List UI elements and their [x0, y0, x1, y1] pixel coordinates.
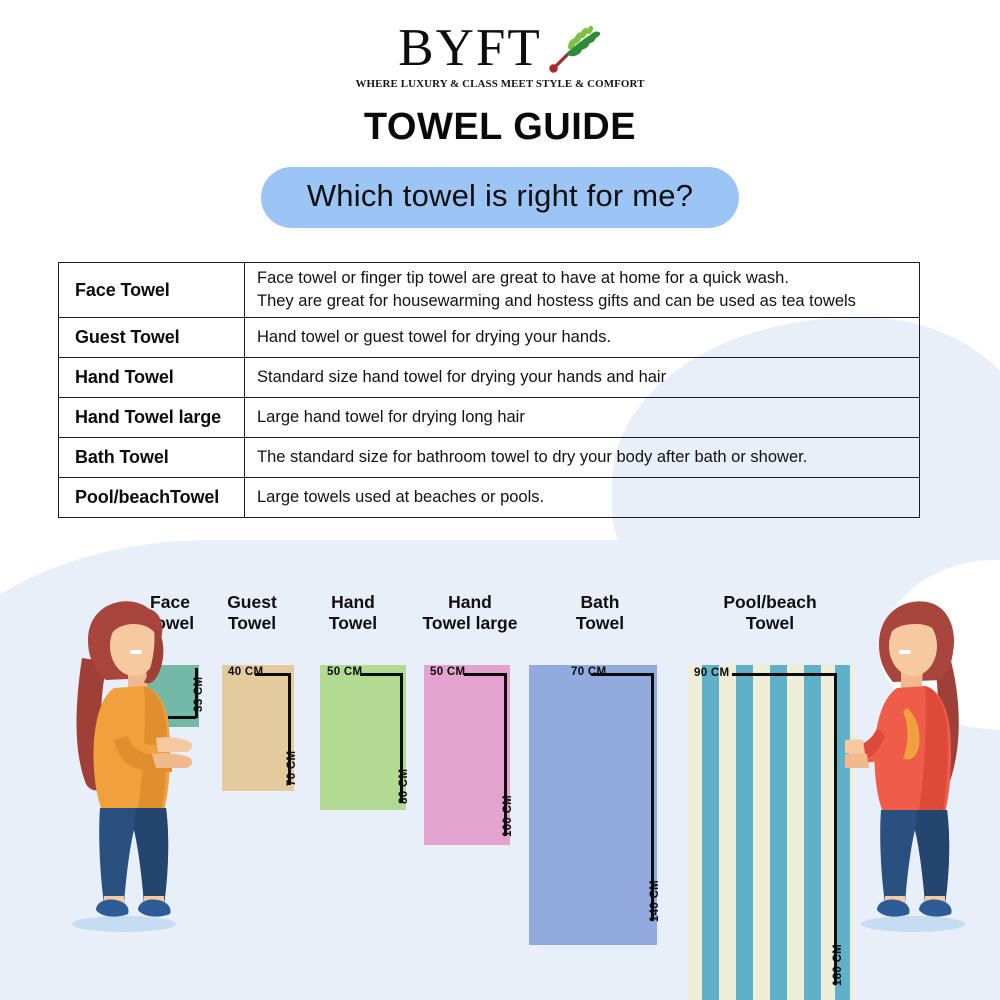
dim-label-hand-height: 80 CM [398, 768, 410, 804]
towel-stripe [770, 665, 787, 1000]
dim-line-guest-width [255, 673, 290, 676]
dim-label-face-height: 33 CM [193, 676, 205, 712]
towel-name-cell: Hand Towel large [58, 397, 245, 438]
woman-holding-face-towel [72, 601, 192, 932]
dim-label-hand-large-width: 50 CM [430, 666, 466, 678]
towel-stripe [736, 665, 753, 1000]
dim-label-bath-height: 140 CM [649, 879, 661, 922]
swatch-hand-towel [320, 665, 406, 810]
dim-line-pool-height [834, 673, 837, 985]
dim-line-hand-large-width [464, 673, 506, 676]
towel-label-hand: Hand Towel [328, 592, 378, 633]
towel-name-cell: Guest Towel [58, 317, 245, 358]
header: BYFT WHERE LUXURY & CLASS [0, 0, 1000, 228]
towel-description-cell: Large towels used at beaches or pools. [244, 477, 920, 518]
page-title: TOWEL GUIDE [363, 106, 637, 148]
dim-label-bath-width: 70 CM [571, 666, 607, 678]
towel-label-bath: Bath Towel [575, 592, 625, 633]
table-row: Pool/beachTowel Large towels used at bea… [58, 477, 920, 518]
towel-description-cell: Large hand towel for drying long hair [244, 397, 920, 438]
table-row: Hand Towel large Large hand towel for dr… [58, 397, 920, 438]
towel-stripe [702, 665, 719, 1000]
swatch-hand-towel-large [424, 665, 510, 845]
towel-guide-table: Face Towel Face towel or finger tip towe… [58, 262, 920, 518]
dim-line-hand-height [400, 673, 403, 803]
dim-label-guest-height: 70 CM [286, 750, 298, 786]
dim-label-hand-width: 50 CM [327, 666, 363, 678]
towel-name-cell: Hand Towel [58, 357, 245, 398]
table-row: Face Towel Face towel or finger tip towe… [58, 262, 920, 318]
dim-line-bath-height [651, 673, 654, 921]
dim-label-hand-large-height: 100 CM [502, 794, 514, 837]
dim-line-face-width [168, 716, 196, 719]
dim-line-hand-width [360, 673, 402, 676]
towel-label-guest: Guest Towel [227, 592, 277, 633]
dim-line-face-height [195, 668, 198, 718]
towel-size-diagram: Face Towel Guest Towel Hand Towel Hand Towel… [0, 560, 1000, 1000]
brand-tagline: WHERE LUXURY & CLASS MEET STYLE & COMFOR… [355, 79, 645, 90]
towel-label-hand-large: Hand Towel large [422, 592, 518, 633]
towel-description-cell: Standard size hand towel for drying your… [244, 357, 920, 398]
brand-name: BYFT [398, 19, 542, 77]
dim-line-pool-width [732, 673, 836, 676]
dim-label-pool-width: 90 CM [694, 667, 730, 679]
woman-holding-pool-towel [845, 601, 965, 932]
swatch-bath-towel [529, 665, 657, 945]
leaf-branch-icon [549, 26, 600, 73]
dim-line-bath-width [591, 673, 653, 676]
swatch-pool-beach-towel [688, 665, 854, 1000]
dim-label-pool-height: 180 CM [832, 943, 844, 986]
dim-line-guest-height [288, 673, 291, 785]
towel-name-cell: Pool/beachTowel [58, 477, 245, 518]
brand-logo: BYFT [0, 22, 1000, 75]
table-row: Guest Towel Hand towel or guest towel fo… [58, 317, 920, 358]
towel-name-cell: Bath Towel [58, 437, 245, 478]
table-row: Bath Towel The standard size for bathroo… [58, 437, 920, 478]
dim-label-guest-width: 40 CM [228, 666, 264, 678]
table-body: Face Towel Face towel or finger tip towe… [58, 262, 920, 518]
towel-description-cell: Hand towel or guest towel for drying you… [244, 317, 920, 358]
towel-description-cell: Face towel or finger tip towel are great… [244, 262, 920, 318]
towel-name-cell: Face Towel [58, 262, 245, 318]
swatch-guest-towel [222, 665, 294, 791]
dim-line-hand-large-height [504, 673, 507, 836]
question-banner: Which towel is right for me? [260, 167, 740, 228]
table-row: Hand Towel Standard size hand towel for … [58, 357, 920, 398]
towel-stripe [804, 665, 821, 1000]
towel-description-cell: The standard size for bathroom towel to … [244, 437, 920, 478]
towel-label-pool-beach: Pool/beach Towel [723, 592, 817, 633]
